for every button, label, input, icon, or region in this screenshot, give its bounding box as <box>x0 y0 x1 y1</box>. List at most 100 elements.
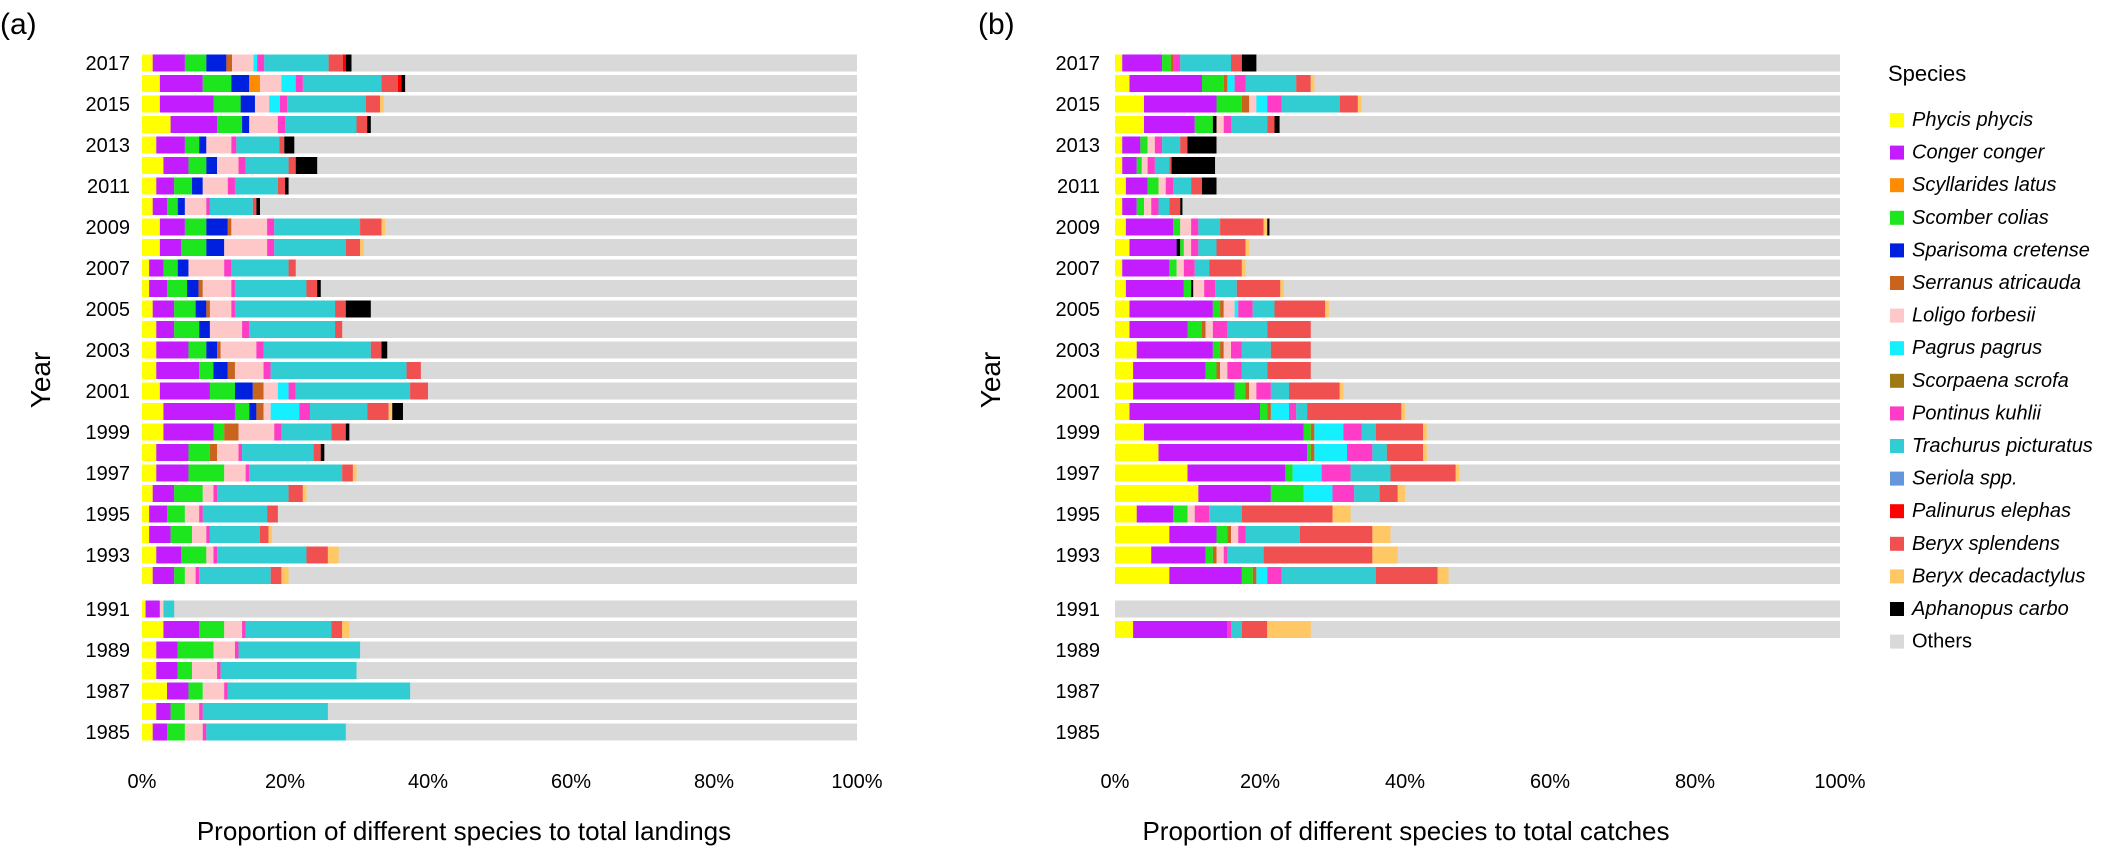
legend-swatch <box>1890 308 1904 323</box>
bar-segment-pagrus-pagrus <box>1270 403 1289 420</box>
legend-swatch <box>1890 113 1904 127</box>
bar-segment-phycis-phycis <box>142 505 150 523</box>
bar-segment-pontinus-kuhlii <box>238 444 243 461</box>
bar-segment-trachurus-picturatus <box>249 464 343 482</box>
bar-segment-scomber-colias <box>174 321 200 338</box>
bar-segment-serranus-atricauda <box>252 382 264 400</box>
bar-segment-pagrus-pagrus <box>1256 95 1268 113</box>
bar-segment-pagrus-pagrus <box>1292 464 1322 482</box>
bar-segment-beryx-decadactylus <box>1423 444 1427 461</box>
bar-segment-trachurus-picturatus <box>281 423 332 441</box>
bar-segment-trachurus-picturatus <box>234 300 336 318</box>
bar-segment-conger-conger <box>163 403 235 420</box>
bar-segment-trachurus-picturatus <box>274 239 346 256</box>
bar-segment-conger-conger <box>1125 218 1173 236</box>
legend-swatch <box>1890 276 1904 290</box>
bar-segment-phycis-phycis <box>142 641 157 659</box>
x-tick-label: 20% <box>265 771 305 793</box>
bar-segment-scomber-colias <box>1180 239 1184 256</box>
bar-row-1997 <box>142 464 857 482</box>
bar-segment-trachurus-picturatus <box>245 621 332 638</box>
legend-item-scomber-colias: Scomber colias <box>1890 207 2049 229</box>
y-tick-label: 2007 <box>1056 258 1101 280</box>
bar-row-2011 <box>1115 177 1840 195</box>
y-tick-label: 1991 <box>86 599 131 621</box>
bar-segment-trachurus-picturatus <box>302 75 382 92</box>
bar-segment-conger-conger <box>152 485 175 502</box>
bar-segment-beryx-decadactylus <box>268 526 273 543</box>
bar-segment-scomber-colias <box>170 526 193 543</box>
y-tick-label: 1997 <box>1056 463 1101 485</box>
bar-segment-pontinus-kuhlii <box>195 567 200 584</box>
bar-segment-pontinus-kuhlii <box>238 157 246 174</box>
bar-segment-phycis-phycis <box>1115 116 1144 133</box>
bar-segment-loligo-forbesii <box>192 662 218 679</box>
bar-row-2000 <box>142 403 857 420</box>
bar-segment-pontinus-kuhlii <box>277 116 285 133</box>
bar-segment-loligo-forbesii <box>232 54 254 72</box>
bar-segment-beryx-decadactylus <box>1280 280 1284 297</box>
bar-segment-conger-conger <box>156 321 175 338</box>
bar-segment-trachurus-picturatus <box>1227 546 1264 564</box>
bar-segment-conger-conger <box>1187 464 1286 482</box>
bar-row-1987 <box>142 682 857 700</box>
bar-segment-trachurus-picturatus <box>234 177 278 195</box>
bar-segment-phycis-phycis <box>142 662 157 679</box>
y-tick-label: 2005 <box>1056 299 1101 321</box>
y-tick-label: 2015 <box>86 94 131 116</box>
bar-segment-pontinus-kuhlii <box>1183 259 1195 277</box>
bar-segment-trachurus-picturatus <box>1194 259 1210 277</box>
legend-swatch <box>1890 504 1904 519</box>
legend-label: Others <box>1912 631 1972 653</box>
bar-segment-pontinus-kuhlii <box>279 95 288 113</box>
bar-row-1989 <box>142 641 857 659</box>
bar-segment-others <box>142 600 857 618</box>
legend-swatch <box>1890 439 1904 453</box>
bar-segment-beryx-splendens <box>381 75 398 92</box>
bar-segment-scomber-colias <box>213 423 225 441</box>
x-tick-label: 80% <box>694 771 734 793</box>
bar-segment-trachurus-picturatus <box>220 662 357 679</box>
bar-segment-loligo-forbesii <box>1249 95 1257 113</box>
bar-segment-scomber-colias <box>1216 95 1242 113</box>
bar-segment-loligo-forbesii <box>206 136 232 154</box>
bar-segment-pontinus-kuhlii <box>1267 567 1282 584</box>
bar-segment-loligo-forbesii <box>1141 157 1148 174</box>
bar-segment-serranus-atricauda <box>1310 444 1315 461</box>
bar-segment-pontinus-kuhlii <box>256 341 264 359</box>
bar-segment-conger-conger <box>1151 546 1206 564</box>
bar-segment-scomber-colias <box>1205 546 1213 564</box>
panel-a-tag: (a) <box>0 8 37 41</box>
bar-segment-scomber-colias <box>1194 116 1213 133</box>
bar-segment-trachurus-picturatus <box>234 280 307 297</box>
bar-segment-aphanopus-carbo <box>1176 239 1181 256</box>
bar-segment-pontinus-kuhlii <box>224 682 228 700</box>
y-tick-label: 2003 <box>86 340 131 362</box>
bar-segment-loligo-forbesii <box>254 95 270 113</box>
bar-segment-beryx-splendens <box>365 95 381 113</box>
bar-segment-others <box>142 259 857 277</box>
bar-segment-conger-conger <box>1133 382 1235 400</box>
bar-segment-beryx-splendens <box>335 321 343 338</box>
legend-item-trachurus-picturatus: Trachurus picturatus <box>1890 435 2093 457</box>
x-tick-label: 60% <box>551 771 591 793</box>
bar-segment-others <box>1115 177 1840 195</box>
bar-segment-beryx-splendens <box>288 259 296 277</box>
bar-segment-aphanopus-carbo <box>381 341 388 359</box>
bar-segment-phycis-phycis <box>1115 444 1159 461</box>
bar-segment-pontinus-kuhlii <box>1267 95 1282 113</box>
bar-segment-beryx-splendens <box>1299 526 1373 543</box>
bar-segment-phycis-phycis <box>142 259 150 277</box>
bar-segment-beryx-splendens <box>288 157 296 174</box>
bar-segment-phycis-phycis <box>142 95 160 113</box>
bar-segment-conger-conger <box>163 157 189 174</box>
bar-segment-serranus-atricauda <box>1216 362 1221 379</box>
bar-segment-scomber-colias <box>1187 321 1202 338</box>
bar-segment-phycis-phycis <box>142 321 157 338</box>
bar-row-2004 <box>1115 321 1840 338</box>
bar-segment-pontinus-kuhlii <box>202 723 207 741</box>
bar-segment-aphanopus-carbo <box>1187 136 1217 154</box>
bar-segment-conger-conger <box>1136 505 1173 523</box>
bar-segment-conger-conger <box>163 423 214 441</box>
